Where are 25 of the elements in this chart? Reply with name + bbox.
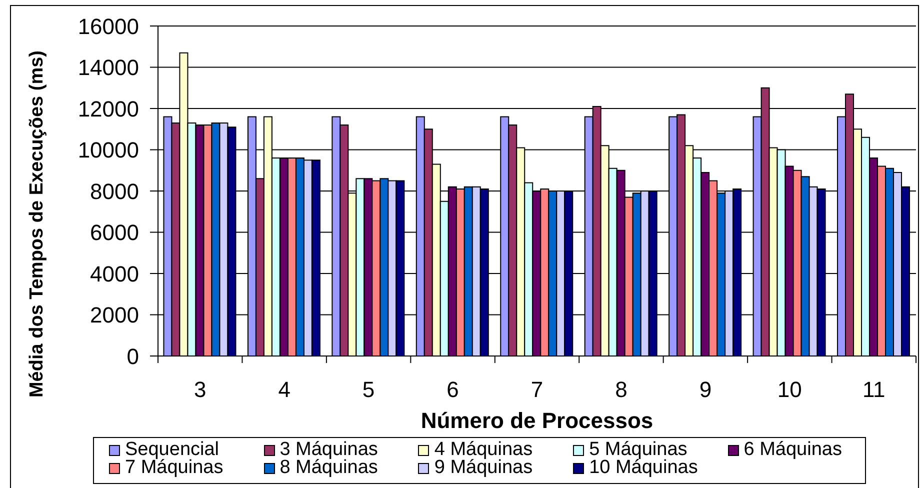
x-tick-label: 4 [278, 377, 290, 402]
y-tick-label: 16000 [78, 14, 139, 39]
x-tick-label: 7 [530, 377, 544, 402]
y-tick-label: 12000 [78, 96, 139, 122]
y-tick-label: 2000 [90, 302, 139, 328]
x-tick-label: 8 [615, 377, 628, 402]
x-tick-label: 11 [862, 377, 886, 402]
legend-label: Sequencial [125, 439, 220, 460]
y-tick-label: 4000 [90, 261, 139, 286]
x-tick-label: 3 [194, 377, 206, 402]
y-tick-label: 6000 [90, 220, 139, 246]
y-tick-label: 10000 [78, 138, 139, 163]
y-tick-label: 14000 [78, 55, 139, 80]
legend-label: 6 Máquinas [744, 439, 842, 460]
y-axis-title: Média dos Tempos de Execuções (ms) [26, 50, 48, 398]
y-tick-label: 0 [126, 344, 139, 369]
legend-label: 5 Máquinas [589, 439, 688, 460]
x-tick-label: 6 [446, 377, 459, 402]
legend-label: 4 Máquinas [434, 439, 533, 460]
legend-label: 3 Máquinas [280, 439, 378, 460]
x-tick-label: 5 [362, 377, 375, 402]
x-tick-label: 10 [777, 377, 802, 402]
x-axis-title: Número de Processos [420, 408, 654, 433]
x-tick-label: 9 [699, 377, 712, 402]
y-tick-label: 8000 [90, 178, 139, 204]
